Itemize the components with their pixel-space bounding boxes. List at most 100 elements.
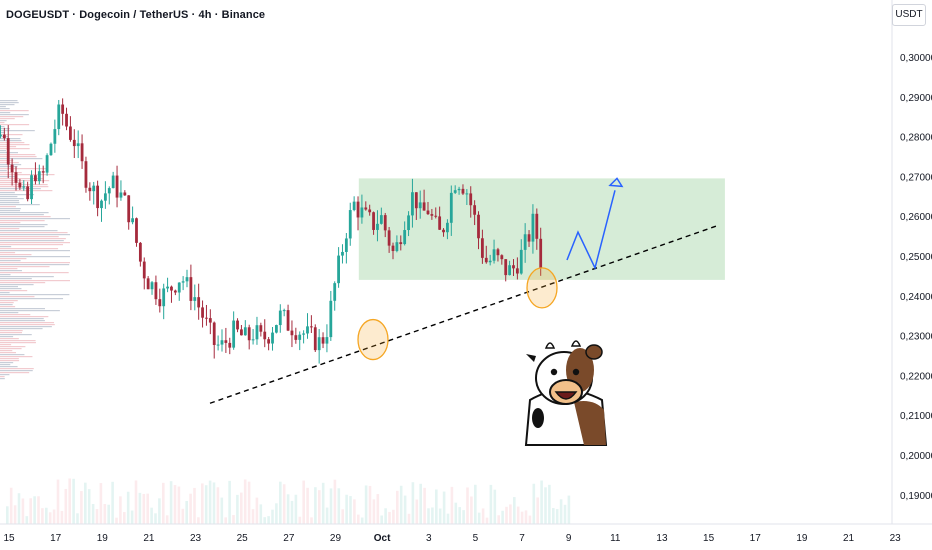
volume-bar xyxy=(462,510,465,524)
currency-badge[interactable]: USDT xyxy=(892,4,926,26)
candle-body xyxy=(418,202,422,209)
volume-profile-bar xyxy=(0,140,22,142)
volume-bar xyxy=(279,481,282,524)
volume-bar xyxy=(415,499,419,524)
volume-bar xyxy=(516,506,520,524)
candle-body xyxy=(26,186,30,200)
volume-bar xyxy=(228,480,231,524)
volume-profile-bar xyxy=(0,206,16,208)
volume-profile-bar xyxy=(0,198,24,200)
volume-bar xyxy=(548,484,551,524)
volume-bar xyxy=(189,493,192,524)
volume-bar xyxy=(91,504,95,524)
volume-profile-bar xyxy=(0,274,11,276)
candle-body xyxy=(317,337,321,351)
time-axis[interactable]: 15 17 19 21 23 25 27 29 Oct 3 5 7 9 11 13 15 17 19 21 23 xyxy=(3,533,901,544)
volume-bar xyxy=(403,495,407,524)
volume-profile-bar xyxy=(0,280,70,282)
candle-body xyxy=(243,327,247,336)
volume-bar xyxy=(87,489,91,524)
volume-profile-bar xyxy=(0,240,64,242)
volume-bar xyxy=(255,497,259,524)
time-tick-label: 17 xyxy=(50,533,62,544)
volume-bar xyxy=(259,504,263,524)
volume-bar xyxy=(6,506,9,524)
volume-bar xyxy=(427,508,430,524)
volume-bar xyxy=(536,497,539,524)
candle-body xyxy=(201,307,204,318)
volume-bar xyxy=(216,487,220,524)
volume-profile-bar xyxy=(0,112,11,114)
volume-bar xyxy=(169,481,173,524)
volume-bar xyxy=(9,487,13,524)
candle-body xyxy=(208,318,212,323)
volume-bar xyxy=(197,517,200,524)
candle-body xyxy=(84,161,88,188)
candle-body xyxy=(57,104,61,130)
candle-body xyxy=(484,257,488,263)
volume-bar xyxy=(353,499,356,524)
volume-profile-bar xyxy=(0,212,49,214)
volume-profile-bar xyxy=(0,292,10,294)
candle-body xyxy=(387,230,391,246)
candle-body xyxy=(216,344,220,346)
volume-profile-bar xyxy=(0,172,22,174)
symbol-title[interactable]: DOGEUSDT · Dogecoin / TetherUS · 4h · Bi… xyxy=(6,9,266,21)
volume-bar xyxy=(481,508,485,524)
volume-profile-bar xyxy=(0,214,44,216)
candle-body xyxy=(302,333,306,335)
volume-profile-bar xyxy=(0,304,13,306)
candle-body xyxy=(275,325,278,333)
volume-profile-bar xyxy=(0,232,68,234)
volume-profile-bar xyxy=(0,180,50,182)
volume-profile-bar xyxy=(0,160,14,162)
volume-profile-bar xyxy=(0,116,24,118)
volume-profile-bar xyxy=(0,260,21,262)
volume-profile-bar xyxy=(0,106,6,108)
volume-bar xyxy=(220,497,224,524)
candle-body xyxy=(504,259,508,276)
volume-profile-bar xyxy=(0,120,7,122)
volume-profile-bar xyxy=(0,150,6,152)
volume-bar xyxy=(138,492,142,524)
volume-profile-bar xyxy=(0,118,15,120)
price-tick-label: 0,19000 xyxy=(900,491,932,502)
candle-body xyxy=(18,182,22,188)
candle-body xyxy=(267,339,271,344)
time-tick-label: 21 xyxy=(143,533,155,544)
volume-profile-bar xyxy=(0,296,35,298)
candle-body xyxy=(119,192,123,198)
volume-profile-bar xyxy=(0,264,70,266)
volume-profile-bar xyxy=(0,336,14,338)
volume-profile-bar xyxy=(0,370,33,372)
candle-body xyxy=(181,281,185,283)
candle-body xyxy=(127,195,131,223)
volume-bar xyxy=(442,491,446,524)
volume-profile-bar xyxy=(0,258,27,260)
volume-profile-bar xyxy=(0,338,19,340)
volume-bar xyxy=(162,482,165,524)
volume-bar xyxy=(286,494,290,524)
volume-profile-bar xyxy=(0,356,33,358)
candle-body xyxy=(341,251,344,256)
cow-mascot xyxy=(524,340,608,446)
volume-bar xyxy=(528,515,532,524)
volume-bar xyxy=(99,483,103,524)
volume-bar xyxy=(201,483,204,524)
volume-profile-bar xyxy=(0,252,16,254)
volume-bar xyxy=(267,516,270,524)
candle-body xyxy=(391,245,395,252)
volume-profile-bar xyxy=(0,208,21,210)
candle-body xyxy=(519,249,523,274)
candle-body xyxy=(212,322,216,345)
volume-profile-bar xyxy=(0,216,51,218)
candle-body xyxy=(278,310,282,326)
candle-body xyxy=(356,201,360,218)
